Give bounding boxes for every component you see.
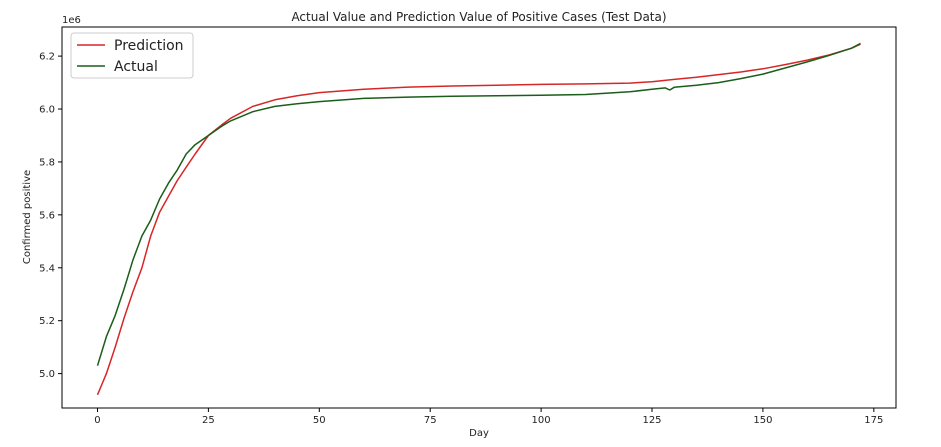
y-tick-label: 5.4 (39, 263, 55, 274)
y-tick-label: 6.2 (39, 52, 55, 63)
x-axis-label: Day (469, 428, 489, 439)
y-axis-label: Confirmed positive (22, 170, 33, 264)
y-tick-label: 5.6 (39, 210, 55, 221)
series-lines (96, 42, 861, 396)
y-tick-label: 6.0 (39, 105, 55, 116)
legend-label: Actual (114, 59, 158, 75)
x-tick-label: 50 (313, 415, 326, 426)
x-tick-label: 75 (424, 415, 437, 426)
plot-area (61, 26, 897, 409)
x-tick-label: 175 (864, 415, 883, 426)
y-tick-label: 5.2 (39, 316, 55, 327)
y-axis: 5.0 5.2 5.4 5.6 5.8 6.0 6.2 (39, 52, 62, 380)
x-tick-label: 125 (642, 415, 661, 426)
y-tick-label: 5.8 (39, 157, 55, 168)
chart-title: Actual Value and Prediction Value of Pos… (291, 10, 666, 24)
y-tick-label: 5.0 (39, 369, 55, 380)
legend: Prediction Actual (70, 32, 194, 79)
x-tick-label: 100 (532, 415, 551, 426)
series-line-actual (96, 42, 861, 366)
x-tick-label: 150 (753, 415, 772, 426)
series-line-prediction (96, 43, 861, 396)
x-tick-label: 25 (202, 415, 215, 426)
y-offset-text: 1e6 (62, 15, 81, 26)
legend-label: Prediction (114, 38, 184, 54)
x-tick-label: 0 (94, 415, 100, 426)
x-axis: 0 25 50 75 100 125 150 175 (94, 408, 883, 426)
